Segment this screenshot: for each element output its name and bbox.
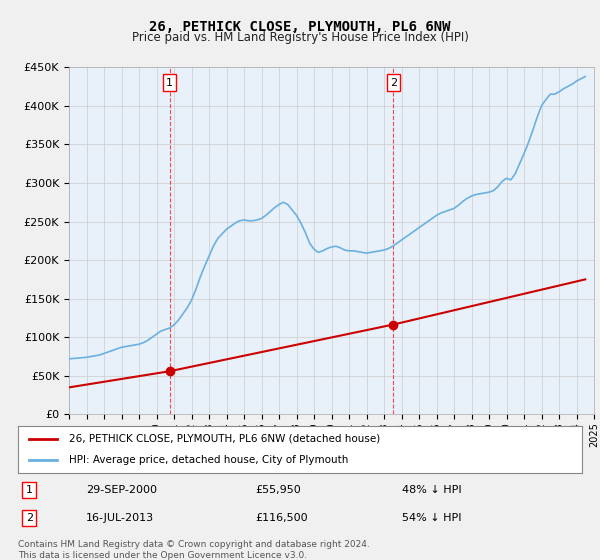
Text: 26, PETHICK CLOSE, PLYMOUTH, PL6 6NW (detached house): 26, PETHICK CLOSE, PLYMOUTH, PL6 6NW (de… [69, 434, 380, 444]
Text: 48% ↓ HPI: 48% ↓ HPI [401, 485, 461, 495]
Text: 2: 2 [390, 78, 397, 87]
Text: 29-SEP-2000: 29-SEP-2000 [86, 485, 157, 495]
Text: 26, PETHICK CLOSE, PLYMOUTH, PL6 6NW: 26, PETHICK CLOSE, PLYMOUTH, PL6 6NW [149, 20, 451, 34]
Text: 2: 2 [26, 513, 33, 523]
Text: HPI: Average price, detached house, City of Plymouth: HPI: Average price, detached house, City… [69, 455, 348, 465]
Text: 16-JUL-2013: 16-JUL-2013 [86, 513, 154, 523]
Text: 1: 1 [166, 78, 173, 87]
Text: Contains HM Land Registry data © Crown copyright and database right 2024.
This d: Contains HM Land Registry data © Crown c… [18, 540, 370, 560]
Text: £55,950: £55,950 [255, 485, 301, 495]
Text: £116,500: £116,500 [255, 513, 308, 523]
Text: Price paid vs. HM Land Registry's House Price Index (HPI): Price paid vs. HM Land Registry's House … [131, 31, 469, 44]
Text: 54% ↓ HPI: 54% ↓ HPI [401, 513, 461, 523]
Text: 1: 1 [26, 485, 33, 495]
